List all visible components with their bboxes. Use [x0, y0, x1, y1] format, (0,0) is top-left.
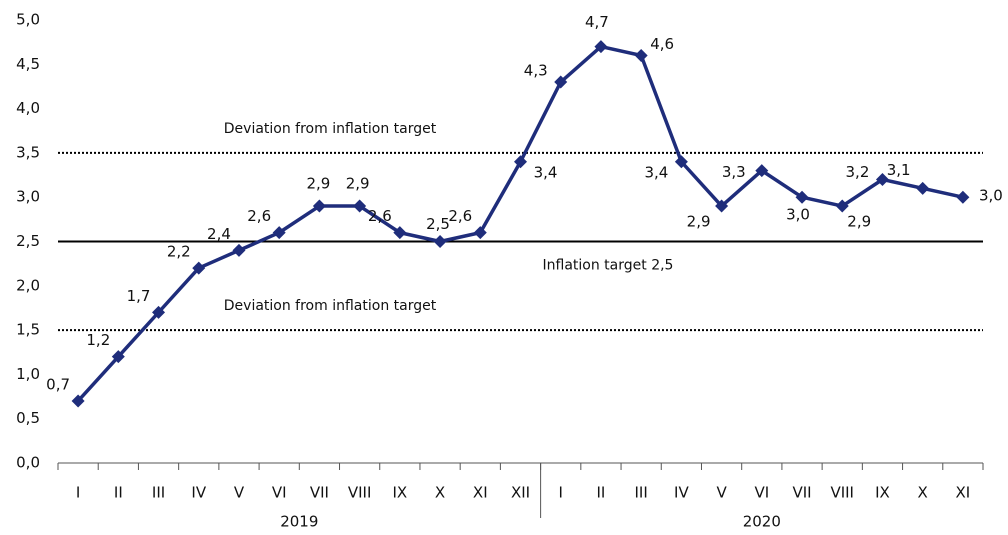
point-marker — [473, 226, 487, 240]
point-marker — [312, 199, 326, 213]
point-marker — [875, 172, 889, 186]
y-tick-label: 0,5 — [16, 409, 40, 427]
data-label: 2,6 — [247, 207, 271, 225]
point-marker — [393, 226, 407, 240]
group-label: 2020 — [743, 513, 781, 531]
point-marker — [152, 305, 166, 319]
group-label: 2019 — [280, 513, 318, 531]
point-marker — [433, 235, 447, 248]
data-label: 2,9 — [847, 213, 871, 231]
data-label: 2,5 — [426, 215, 450, 233]
x-tick-label: V — [234, 484, 245, 502]
y-tick-label: 3,0 — [16, 188, 40, 206]
x-tick-label: VI — [272, 484, 287, 502]
data-label: 3,0 — [979, 187, 1003, 205]
data-label: 3,4 — [534, 163, 558, 181]
point-marker — [111, 350, 125, 364]
data-label: 1,7 — [127, 287, 151, 305]
data-label: 3,4 — [644, 163, 668, 181]
point-marker — [956, 190, 970, 204]
x-tick-label: VI — [754, 484, 769, 502]
y-tick-label: 2,5 — [16, 232, 40, 250]
point-marker — [755, 164, 769, 178]
reference-label: Inflation target 2,5 — [543, 258, 674, 274]
point-marker — [835, 199, 849, 213]
data-label: 3,1 — [887, 161, 911, 179]
point-marker — [514, 155, 527, 169]
point-marker — [916, 181, 930, 195]
data-label: 2,6 — [448, 207, 472, 225]
data-label: 3,2 — [846, 163, 870, 181]
data-label: 2,9 — [346, 175, 370, 193]
x-tick-label: XI — [956, 484, 971, 502]
x-tick-label: VIII — [830, 484, 854, 502]
x-tick-label: I — [558, 484, 562, 502]
point-marker — [192, 261, 206, 275]
data-label: 3,3 — [722, 163, 746, 181]
point-marker — [795, 190, 809, 204]
point-marker — [715, 199, 729, 213]
y-tick-label: 1,5 — [16, 321, 40, 339]
point-marker — [634, 48, 648, 62]
point-marker — [674, 155, 688, 169]
y-tick-label: 4,0 — [16, 99, 40, 117]
x-tick-label: I — [76, 484, 80, 502]
reference-label: Deviation from inflation target — [224, 298, 437, 314]
x-tick-label: II — [114, 484, 123, 502]
y-tick-label: 0,0 — [16, 454, 40, 472]
data-label: 3,0 — [786, 206, 810, 224]
y-tick-label: 3,5 — [16, 143, 40, 161]
y-tick-label: 4,5 — [16, 55, 40, 73]
y-tick-label: 2,0 — [16, 276, 40, 294]
data-label: 2,2 — [167, 243, 191, 261]
point-marker — [71, 394, 85, 408]
point-marker — [232, 243, 246, 257]
point-marker — [272, 226, 286, 240]
series-line — [76, 44, 964, 403]
x-tick-label: VII — [310, 484, 329, 502]
x-tick-label: V — [716, 484, 727, 502]
x-tick-label: IV — [191, 484, 206, 502]
point-marker — [353, 199, 367, 213]
x-tick-label: X — [918, 484, 928, 502]
data-label: 2,4 — [207, 225, 231, 243]
point-marker — [554, 75, 568, 89]
x-tick-label: VII — [792, 484, 811, 502]
data-label: 4,7 — [585, 13, 609, 31]
x-tick-label: X — [435, 484, 445, 502]
reference-label: Deviation from inflation target — [224, 121, 437, 137]
x-tick-label: XII — [511, 484, 530, 502]
x-tick-label: II — [597, 484, 606, 502]
data-label: 0,7 — [46, 375, 70, 393]
data-label: 2,9 — [306, 175, 330, 193]
y-tick-label: 1,0 — [16, 365, 40, 383]
data-label: 4,3 — [524, 62, 548, 80]
point-marker — [594, 40, 608, 54]
data-label: 2,6 — [368, 207, 392, 225]
data-label: 2,9 — [687, 213, 711, 231]
x-tick-label: IX — [392, 484, 407, 502]
x-tick-label: IX — [875, 484, 890, 502]
x-tick-label: III — [152, 484, 165, 502]
x-tick-label: IV — [674, 484, 689, 502]
x-tick-label: VIII — [348, 484, 372, 502]
y-tick-label: 5,0 — [16, 11, 40, 29]
x-tick-label: III — [635, 484, 648, 502]
x-tick-label: XI — [473, 484, 488, 502]
data-label: 1,2 — [86, 331, 110, 349]
data-label: 4,6 — [650, 35, 674, 53]
